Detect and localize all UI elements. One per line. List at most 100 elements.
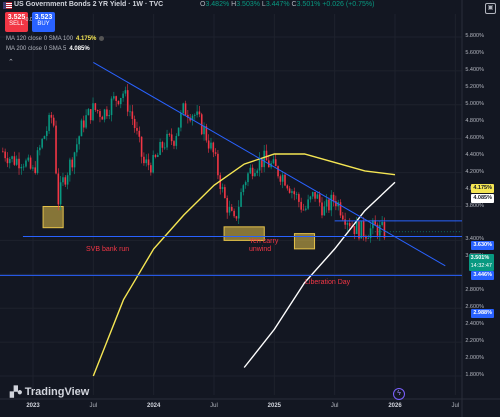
- sell-button[interactable]: 3.525 SELL: [5, 12, 28, 32]
- candle-body: [89, 109, 92, 121]
- candle-body: [126, 90, 129, 112]
- candle-body: [55, 125, 57, 174]
- ma200-price-tag: 4.085%: [471, 194, 494, 203]
- candle-body: [335, 201, 337, 207]
- candle-body: [108, 115, 111, 117]
- candle-body: [226, 198, 228, 213]
- candle-body: [78, 136, 80, 145]
- candle-body: [321, 202, 323, 216]
- candle-body: [184, 103, 187, 115]
- spread-value: -0.002: [24, 17, 38, 23]
- candle-body: [122, 93, 124, 99]
- candle-body: [8, 158, 11, 164]
- candle-body: [233, 210, 235, 217]
- visibility-icon[interactable]: [99, 36, 105, 41]
- candle-body: [258, 158, 261, 171]
- candle-body: [170, 134, 173, 142]
- candle-body: [353, 226, 356, 235]
- candle-body: [45, 130, 48, 137]
- price-tick-label: 5.800%: [465, 33, 484, 39]
- candle-body: [221, 187, 224, 189]
- candle-body: [224, 187, 226, 199]
- candle-body: [168, 133, 171, 135]
- buy-button[interactable]: 3.523 BUY: [32, 12, 55, 32]
- candle-body: [305, 208, 307, 210]
- candle-body: [284, 174, 286, 186]
- candle-body: [219, 175, 222, 189]
- tradingview-logo[interactable]: ▞● TradingView: [10, 386, 90, 398]
- candlestick-series: [2, 84, 386, 243]
- candle-body: [272, 159, 275, 164]
- candle-body: [263, 150, 265, 168]
- candle-body: [342, 215, 344, 220]
- candle-body: [249, 167, 252, 174]
- symbol-title[interactable]: US Government Bonds 2 YR Yield · 1W · TV…: [14, 1, 164, 8]
- price-tick-label: 1.800%: [465, 372, 484, 378]
- price-tick-label: 5.600%: [465, 49, 484, 56]
- time-tick-label: 2026: [388, 403, 402, 409]
- candle-body: [150, 165, 152, 173]
- candle-body: [48, 114, 50, 131]
- candle-body: [20, 166, 23, 169]
- indicator-value: 4.085%: [69, 46, 90, 52]
- candle-body: [235, 216, 238, 219]
- candle-body: [143, 156, 145, 164]
- price-tick-label: 2.600%: [465, 304, 484, 311]
- price-tick-label: 2.000%: [465, 355, 484, 362]
- candle-body: [22, 166, 25, 168]
- last-price-tag: 3.501% 14:32:47: [468, 254, 494, 271]
- candle-body: [136, 127, 138, 131]
- candle-body: [138, 130, 141, 137]
- candle-body: [41, 138, 43, 148]
- candle-body: [27, 157, 30, 161]
- settings-icon[interactable]: ▣: [485, 3, 496, 14]
- ohlc-readout: O3.482% H3.503% L3.447% C3.501% +0.026 (…: [200, 1, 375, 8]
- candle-body: [256, 170, 259, 174]
- candle-body: [29, 157, 32, 169]
- highlight-zone: [42, 206, 64, 229]
- candle-body: [36, 150, 39, 173]
- price-tick-label: 4.600%: [465, 134, 484, 141]
- candle-body: [277, 166, 279, 177]
- time-tick-label: Jul: [210, 403, 218, 409]
- candle-body: [101, 116, 104, 120]
- bar-countdown: 14:32:47: [470, 263, 492, 269]
- candle-body: [152, 154, 154, 173]
- candle-body: [85, 115, 87, 128]
- candle-body: [117, 100, 120, 105]
- price-tick-label: 2.800%: [465, 287, 484, 294]
- candle-body: [210, 142, 212, 149]
- candle-body: [205, 126, 208, 141]
- candle-body: [147, 159, 150, 166]
- indicator-label: MA 200 close 0 SMA 5: [6, 46, 67, 52]
- candle-body: [286, 185, 289, 189]
- candle-body: [281, 174, 284, 182]
- candle-body: [346, 223, 349, 225]
- candle-body: [140, 136, 143, 157]
- price-tick-label: 2.200%: [465, 338, 484, 345]
- candle-body: [133, 118, 136, 128]
- level-tag-lower: 3.446%: [471, 271, 494, 280]
- candle-body: [73, 152, 76, 168]
- candle-body: [369, 228, 372, 239]
- candle-body: [129, 111, 131, 113]
- candle-body: [18, 158, 20, 169]
- time-tick-label: Jul: [89, 403, 98, 409]
- candle-body: [57, 173, 60, 205]
- price-tick-label: 2.400%: [465, 321, 484, 328]
- indicator-ma120[interactable]: MA 120 close 0 SMA 100 4.175%: [6, 36, 105, 43]
- candle-body: [94, 103, 97, 110]
- collapse-legend-icon[interactable]: ⌃: [8, 59, 14, 66]
- candle-body: [103, 109, 106, 120]
- indicator-label: MA 120 close 0 SMA 100: [6, 36, 74, 43]
- candle-body: [344, 219, 346, 225]
- candle-body: [131, 111, 134, 119]
- candle-body: [295, 194, 298, 195]
- lightning-icon[interactable]: ϟ: [393, 388, 405, 400]
- us-flag-icon: [3, 2, 12, 9]
- candle-body: [2, 151, 4, 153]
- indicator-ma200[interactable]: MA 200 close 0 SMA 5 4.085%: [6, 46, 90, 52]
- candle-body: [80, 120, 83, 137]
